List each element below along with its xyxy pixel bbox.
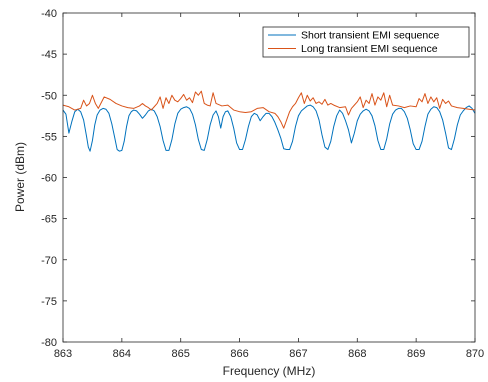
x-tick-label: 863 — [54, 348, 72, 360]
y-tick-label: -60 — [41, 173, 57, 185]
y-tick-label: -40 — [41, 8, 57, 20]
legend-label-long: Long transient EMI sequence — [301, 43, 438, 55]
y-tick-label: -75 — [41, 296, 57, 308]
x-tick-label: 867 — [289, 348, 307, 360]
legend: Short transient EMI sequence Long transi… — [262, 26, 470, 58]
series-layer — [62, 90, 476, 152]
legend-label-short: Short transient EMI sequence — [301, 30, 439, 42]
y-tick-label: -70 — [41, 255, 57, 267]
x-tick-label: 868 — [348, 348, 366, 360]
y-tick-label: -80 — [41, 337, 57, 349]
axes-layer: 863 864 865 866 867 868 869 870 -80 -75 -70 -65 -60 -… — [41, 8, 484, 360]
legend-box — [262, 26, 470, 58]
y-axis-label: Power (dBm) — [13, 142, 27, 212]
y-tick-label: -55 — [41, 131, 57, 143]
y-tick-label: -65 — [41, 214, 57, 226]
series-line-1 — [62, 90, 476, 129]
series-line-0 — [62, 104, 476, 152]
x-tick-label: 864 — [113, 348, 131, 360]
x-axis-label: Frequency (MHz) — [223, 364, 316, 378]
plot-background — [63, 13, 475, 342]
x-tick-label: 865 — [172, 348, 190, 360]
y-tick-label: -45 — [41, 49, 57, 61]
x-tick-label: 870 — [466, 348, 484, 360]
x-tick-label: 869 — [407, 348, 425, 360]
x-tick-label: 866 — [230, 348, 248, 360]
y-tick-label: -50 — [41, 90, 57, 102]
